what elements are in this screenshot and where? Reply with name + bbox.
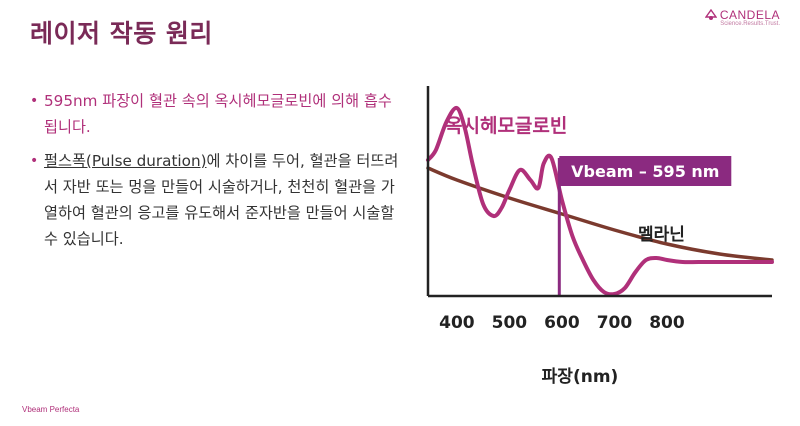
bullet-dot-icon: • xyxy=(30,93,39,109)
brand-name: CANDELA xyxy=(719,8,780,22)
vbeam-label: Vbeam – 595 nm xyxy=(571,162,719,181)
candela-logo-icon xyxy=(704,9,717,20)
x-tick-label: 800 xyxy=(649,313,685,333)
brand-logo: CANDELA Science.Results.Trust. xyxy=(704,8,780,27)
oxyhemoglobin-line xyxy=(426,105,774,297)
bullet-text: 595nm 파장이 혈관 속의 옥시헤모글로빈에 의해 흡수됩니다. xyxy=(44,92,392,136)
x-tick-label: 400 xyxy=(439,313,475,333)
melanin-line xyxy=(426,166,774,262)
vbeam-label-box xyxy=(559,156,732,186)
bullet-dot-icon: • xyxy=(30,153,39,169)
brand-tagline: Science.Results.Trust. xyxy=(720,21,780,27)
footer-label: Vbeam Perfecta xyxy=(22,405,80,414)
x-tick-label: 600 xyxy=(544,313,580,333)
bullet-list: • 595nm 파장이 혈관 속의 옥시헤모글로빈에 의해 흡수됩니다. • 펄… xyxy=(30,88,400,260)
x-axis-label: 파장(nm) xyxy=(542,367,619,387)
bullet-item-1: • 595nm 파장이 혈관 속의 옥시헤모글로빈에 의해 흡수됩니다. xyxy=(30,88,400,140)
x-tick-label: 700 xyxy=(597,313,633,333)
pulse-duration-term: 펄스폭(Pulse duration) xyxy=(44,152,207,170)
bullet-item-2: • 펄스폭(Pulse duration)에 차이를 두어, 혈관을 터뜨려서 … xyxy=(30,148,400,252)
slide-title: 레이저 작동 원리 xyxy=(30,19,213,48)
bullet-text: 에 차이를 두어, 혈관을 터뜨려서 자반 또는 멍을 만들어 시술하거나, 천… xyxy=(44,152,399,248)
oxyhemoglobin-label: 옥시헤모글로빈 xyxy=(445,115,567,137)
x-tick-label: 500 xyxy=(492,313,528,333)
melanin-label: 멜라닌 xyxy=(638,225,685,245)
